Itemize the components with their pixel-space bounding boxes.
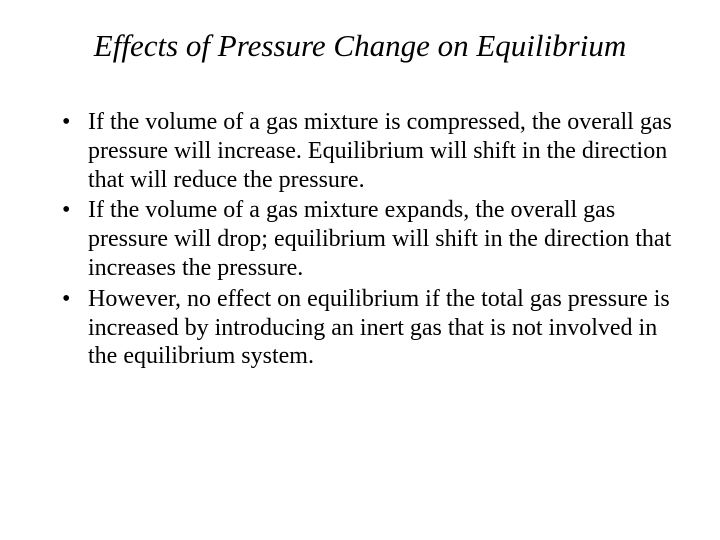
- bullet-list: If the volume of a gas mixture is compre…: [42, 108, 678, 371]
- slide-title: Effects of Pressure Change on Equilibriu…: [42, 28, 678, 64]
- list-item: If the volume of a gas mixture is compre…: [62, 108, 678, 194]
- list-item: If the volume of a gas mixture expands, …: [62, 196, 678, 282]
- list-item: However, no effect on equilibrium if the…: [62, 285, 678, 371]
- slide: Effects of Pressure Change on Equilibriu…: [0, 0, 720, 540]
